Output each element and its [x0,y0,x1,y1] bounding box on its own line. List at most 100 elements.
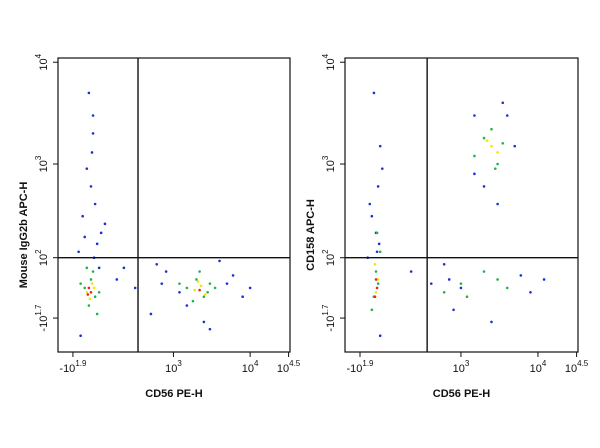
event-dot [241,295,244,299]
y-tick-label-base: -10 [38,316,50,332]
y-tick-label-sup: 1.7 [34,304,43,316]
event-dot [376,282,380,285]
plot-frame [57,57,291,353]
event-dot [89,185,93,188]
y-tick-label-sup: 1.7 [321,304,330,316]
event-dot [442,291,446,294]
event-dot [178,291,181,294]
event-dot [490,144,493,148]
event-dot [91,132,95,135]
event-dot [103,222,107,226]
event-dot [99,231,103,235]
event-dot [473,172,476,176]
event-dot [155,262,159,266]
event-dot [87,286,91,290]
event-dot [202,295,206,299]
x-tick-label-sup: 1.9 [75,359,87,368]
y-axis-title: CD158 APC-H [305,199,317,271]
event-dot [83,235,87,239]
event-dot [373,295,377,299]
event-dot [505,286,509,290]
y-tick-label-sup: 3 [34,155,43,160]
y-tick-label: 102 [34,249,50,266]
event-dot [378,144,382,148]
x-tick-label: -101.9 [59,359,87,375]
event-dot [218,259,221,263]
event-dot [378,250,382,254]
event-dot [376,185,380,188]
event-dot [373,262,377,266]
y-tick-label-base: 10 [38,254,50,266]
event-dot [198,270,201,273]
event-dot [482,136,486,140]
event-dot [149,312,153,316]
event-dot [90,151,94,154]
y-tick-label: 102 [321,249,337,266]
event-dot [91,270,95,273]
x-tick-label-base: 10 [277,363,289,375]
event-dot [409,270,413,273]
x-tick-label-sup: 4 [542,359,547,368]
x-tick-label: 104.5 [277,359,301,375]
event-dot [86,293,90,296]
event-dot [91,114,95,117]
event-dot [496,151,499,154]
event-dot [97,266,101,270]
event-dot [377,242,381,246]
y-tick-label-sup: 4 [321,53,330,58]
event-dot [97,291,101,294]
event-dot [375,231,379,235]
x-tick-label: 103 [165,359,182,375]
event-dot [490,127,493,131]
y-tick-label: -101.7 [321,304,337,332]
x-tick-label-sup: 3 [465,359,470,368]
x-tick-label: 104 [530,359,547,375]
x-tick-label-base: 10 [565,363,577,375]
x-tick-label-sup: 4 [254,359,259,368]
x-tick-label-base: -10 [59,363,75,375]
event-dot [473,154,476,158]
event-dot [447,278,451,281]
event-dot [90,282,94,285]
event-dot [485,139,489,142]
event-dot [87,91,91,95]
event-dot [225,282,229,285]
x-tick-label-sup: 4.5 [289,359,301,368]
x-tick-label: 104 [242,359,259,375]
y-tick-label: 104 [34,53,50,70]
x-tick-label-base: -10 [346,363,362,375]
event-dot [496,278,499,281]
event-dot [87,304,91,307]
event-dot [92,286,96,290]
event-dot [519,274,523,277]
event-dot [452,308,455,312]
y-axis-title: Mouse IgG2b APC-H [18,182,30,289]
event-dot [93,202,97,206]
event-dot [513,144,517,148]
event-dot [196,280,200,283]
event-dot [374,270,378,273]
event-dot [248,286,252,290]
event-dot [199,284,203,288]
y-tick-label-sup: 3 [321,155,330,160]
event-dot [482,185,486,188]
event-dot [505,114,509,117]
x-tick-label-sup: 4.5 [577,359,589,368]
x-tick-label-base: 10 [242,363,254,375]
event-dot [496,202,499,206]
event-dot [208,282,212,285]
event-dot [95,242,99,246]
event-dot [115,278,119,281]
event-dot [206,291,209,294]
event-dot [501,101,505,105]
event-dot [164,270,168,273]
event-dot [122,266,126,270]
event-dot [88,297,92,301]
x-tick-label-base: 10 [165,363,177,375]
event-dot [496,162,499,166]
event-dot [529,291,532,294]
y-tick-label: -101.7 [34,304,50,332]
event-dot [178,282,181,285]
plot-frame [344,57,579,353]
x-tick-label-base: 10 [453,363,465,375]
